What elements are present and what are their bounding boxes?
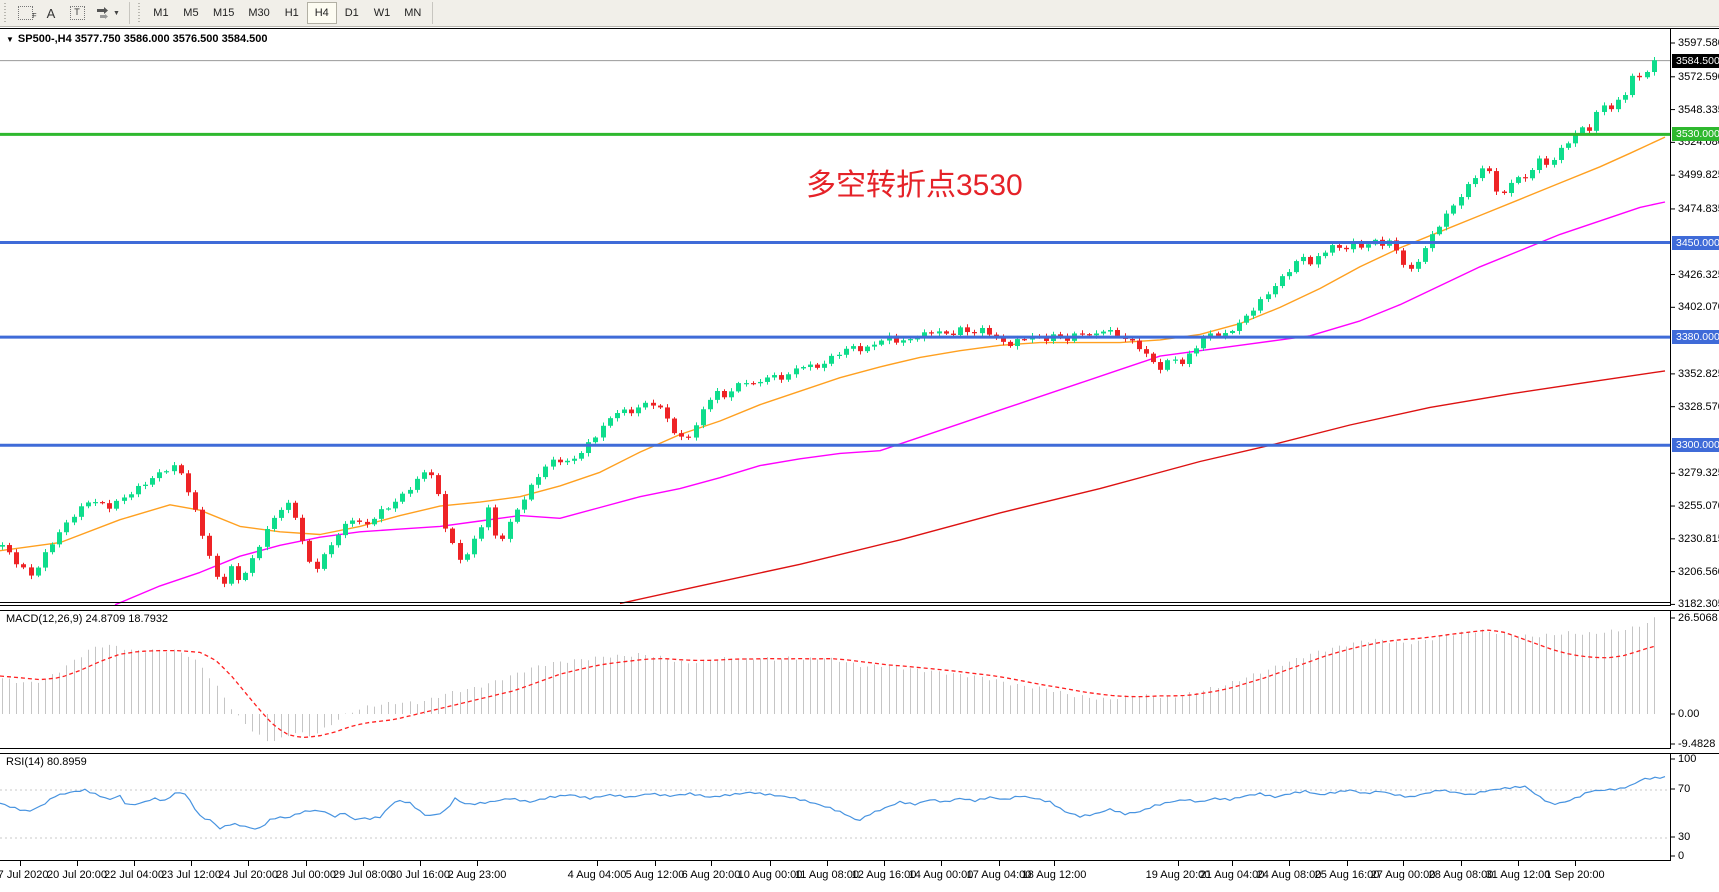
timeframe-button-m15[interactable]: M15 — [206, 2, 241, 24]
time-axis-label: 29 Jul 08:00 — [333, 869, 393, 881]
time-axis-label: 17 Jul 2020 — [0, 869, 49, 881]
symbol-ohlc-text: SP500-,H4 3577.750 3586.000 3576.500 358… — [17, 33, 268, 45]
text-label-button[interactable]: A — [38, 2, 64, 24]
time-axis-label: 28 Aug 08:00 — [1428, 869, 1494, 881]
time-axis-label: 21 Aug 04:00 — [1199, 869, 1265, 881]
axis-tick-label: 3279.325 — [1678, 467, 1719, 480]
price-line-badge: 3380.000 — [1672, 330, 1719, 345]
main-toolbar: F A T ▼ M1 M5 M15 M30 H1 H4 D1 W1 MN — [0, 0, 1719, 27]
time-axis-label: 19 Aug 20:00 — [1145, 869, 1211, 881]
timeframe-button-m1[interactable]: M1 — [146, 2, 176, 24]
axis-tick-label: -9.4828 — [1678, 738, 1716, 750]
price-chart-canvas[interactable] — [0, 28, 1719, 606]
time-axis-label: 31 Aug 12:00 — [1485, 869, 1551, 881]
price-line-badge: 3530.000 — [1672, 127, 1719, 142]
symbol-dropdown-icon[interactable]: ▼ — [6, 35, 14, 44]
time-axis-label: 20 Jul 20:00 — [47, 869, 107, 881]
axis-tick-label: 0 — [1678, 850, 1685, 862]
timeframe-button-m5[interactable]: M5 — [176, 2, 206, 24]
chevron-down-icon: ▼ — [113, 9, 120, 17]
timeframe-button-m30[interactable]: M30 — [241, 2, 276, 24]
macd-indicator-label: MACD(12,26,9) 24.8709 18.7932 — [6, 613, 169, 625]
chart-title: ▼ SP500-,H4 3577.750 3586.000 3576.500 35… — [6, 33, 267, 45]
time-axis-label: 1 Sep 20:00 — [1545, 869, 1605, 881]
axis-tick-label: 3548.335 — [1678, 103, 1719, 116]
timeframe-button-mn[interactable]: MN — [397, 2, 428, 24]
time-axis-label: 4 Aug 04:00 — [567, 869, 627, 881]
time-axis-label: 10 Aug 00:00 — [737, 869, 803, 881]
time-axis-label: 24 Aug 08:00 — [1256, 869, 1322, 881]
time-axis-label: 11 Aug 08:00 — [794, 869, 860, 881]
time-axis-canvas — [20, 861, 1576, 866]
rsi-indicator-label: RSI(14) 80.8959 — [6, 756, 87, 768]
indicator-frame-icon: F — [17, 6, 37, 20]
axis-tick-label: 3230.815 — [1678, 532, 1719, 545]
time-axis-label: 30 Jul 16:00 — [390, 869, 450, 881]
time-axis-label: 18 Aug 12:00 — [1021, 869, 1087, 881]
toolbar-drag-handle[interactable] — [135, 3, 143, 23]
axis-tick-label: 3255.070 — [1678, 500, 1719, 513]
toolbar-separator — [432, 2, 434, 24]
arrow-objects-button[interactable]: ▼ — [90, 2, 125, 24]
axis-tick-label: 3402.070 — [1678, 301, 1719, 314]
time-axis-label: 22 Jul 04:00 — [104, 869, 164, 881]
macd-indicator-canvas[interactable] — [0, 610, 1719, 749]
indicator-frame-button[interactable]: F — [12, 2, 38, 24]
text-label-icon: A — [46, 5, 56, 21]
text-box-icon: T — [69, 6, 85, 20]
time-axis-label: 27 Aug 00:00 — [1370, 869, 1436, 881]
time-axis-label: 14 Aug 00:00 — [908, 869, 974, 881]
axis-tick-label: 3597.580 — [1678, 37, 1719, 49]
axis-tick-label: 3572.590 — [1678, 70, 1719, 83]
axis-tick-label: 3352.825 — [1678, 367, 1719, 380]
axis-tick-label: 3328.570 — [1678, 400, 1719, 413]
time-axis-label: 17 Aug 04:00 — [966, 869, 1032, 881]
time-axis-label: 6 Aug 20:00 — [681, 869, 741, 881]
axis-tick-label: 100 — [1678, 753, 1697, 765]
time-axis-label: 23 Jul 12:00 — [161, 869, 221, 881]
time-axis-label: 25 Aug 16:00 — [1314, 869, 1380, 881]
axis-tick-label: 3426.325 — [1678, 268, 1719, 281]
timeframe-button-h4[interactable]: H4 — [306, 2, 337, 24]
text-box-button[interactable]: T — [64, 2, 90, 24]
time-axis-label: 5 Aug 12:00 — [625, 869, 685, 881]
axis-tick-label: 0.00 — [1678, 708, 1700, 720]
timeframe-button-group: M1 M5 M15 M30 H1 H4 D1 W1 MN — [146, 2, 428, 24]
axis-tick-label: 3182.305 — [1678, 598, 1719, 611]
arrow-objects-icon — [97, 7, 108, 19]
axis-tick-label: 30 — [1678, 831, 1691, 843]
rsi-indicator-canvas[interactable] — [0, 753, 1719, 861]
toolbar-separator — [128, 2, 130, 24]
time-axis-label: 12 Aug 16:00 — [851, 869, 917, 881]
price-line-badge: 3584.500 — [1672, 53, 1719, 68]
chart-annotation-text[interactable]: 多空转折点3530 — [806, 169, 1023, 202]
time-axis-label: 28 Jul 00:00 — [276, 869, 336, 881]
axis-tick-label: 26.5068 — [1678, 612, 1718, 624]
toolbar-drag-handle[interactable] — [2, 3, 9, 23]
price-line-badge: 3450.000 — [1672, 235, 1719, 250]
price-line-badge: 3300.000 — [1672, 438, 1719, 453]
axis-tick-label: 70 — [1678, 783, 1691, 795]
timeframe-button-w1[interactable]: W1 — [367, 2, 398, 24]
axis-tick-label: 3474.835 — [1678, 202, 1719, 215]
time-axis-label: 24 Jul 20:00 — [218, 869, 278, 881]
time-axis-label: 2 Aug 23:00 — [447, 869, 507, 881]
axis-tick-label: 3499.825 — [1678, 169, 1719, 182]
timeframe-button-h1[interactable]: H1 — [277, 2, 307, 24]
axis-tick-label: 3206.560 — [1678, 565, 1719, 578]
timeframe-button-d1[interactable]: D1 — [337, 2, 367, 24]
